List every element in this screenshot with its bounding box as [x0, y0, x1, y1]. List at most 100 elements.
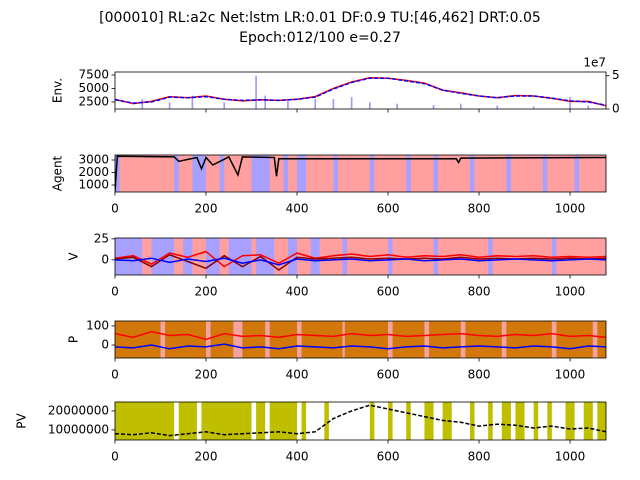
volume-bar: [532, 106, 535, 109]
x-tick-label: 1000: [555, 368, 586, 382]
action-band: [324, 402, 329, 440]
action-band: [547, 402, 552, 440]
y-tick-label: 7500: [78, 67, 109, 81]
plot-area: [115, 155, 606, 192]
action-band: [219, 155, 225, 192]
action-band: [115, 155, 120, 192]
x-tick-label: 600: [377, 285, 400, 299]
action-band: [283, 155, 288, 192]
volume-bar: [191, 95, 194, 109]
y-axis-label: Env.: [51, 78, 65, 103]
x-tick-label: 800: [468, 368, 491, 382]
action-band: [310, 238, 320, 275]
action-band: [251, 155, 270, 192]
x-tick-label: 800: [468, 285, 491, 299]
volume-bar: [569, 97, 571, 109]
action-band: [206, 321, 211, 358]
action-band: [174, 155, 179, 192]
plot-area: [115, 238, 606, 275]
series-line: [115, 257, 606, 266]
action-band: [369, 402, 375, 440]
action-band: [388, 321, 393, 358]
plot-area: [115, 72, 606, 109]
action-band: [551, 321, 557, 358]
action-band: [424, 402, 434, 440]
volume-bar: [287, 101, 289, 109]
action-band: [342, 238, 348, 275]
series-line: [115, 250, 606, 268]
action-band: [515, 402, 525, 440]
action-band: [574, 155, 580, 192]
action-band: [342, 321, 345, 358]
y-tick-label: 1000: [78, 178, 109, 192]
series-line: [115, 343, 606, 350]
action-band: [256, 402, 266, 440]
series-line: [115, 253, 606, 271]
axes-frame: [114, 237, 607, 276]
plot-background: [115, 155, 606, 192]
series-line: [115, 330, 606, 341]
series-line: [115, 77, 606, 106]
x-tick-label: 400: [286, 202, 309, 216]
y-tick-label: 100: [86, 318, 109, 332]
x-tick-label: 0: [111, 368, 119, 382]
volume-bar: [223, 102, 226, 109]
volume-bar: [350, 97, 353, 109]
action-band: [501, 321, 507, 358]
axes-frame: [114, 154, 607, 193]
action-band: [592, 321, 598, 358]
action-band: [301, 402, 307, 440]
y-tick-label: 0: [101, 252, 109, 266]
x-tick-label: 0: [111, 202, 119, 216]
x-tick-label: 600: [377, 368, 400, 382]
volume-bar: [314, 99, 317, 109]
action-band: [442, 402, 452, 440]
x-tick-label: 400: [286, 450, 309, 464]
y-tick-label: 25: [94, 231, 109, 245]
plot-background: [115, 72, 606, 109]
volume-bar: [168, 102, 171, 109]
action-band: [597, 402, 606, 440]
y-tick-label: 2500: [78, 94, 109, 108]
x-tick-label: 1000: [555, 202, 586, 216]
axes-frame: [114, 320, 607, 359]
x-tick-label: 0: [111, 450, 119, 464]
axes-frame: [114, 401, 607, 441]
action-band: [469, 402, 475, 440]
action-band: [506, 155, 511, 192]
title-line: [000010] RL:a2c Net:lstm LR:0.01 DF:0.9 …: [99, 10, 541, 26]
x-tick-label: 200: [195, 285, 218, 299]
volume-bar: [141, 99, 144, 109]
action-band: [183, 238, 193, 275]
action-band: [433, 155, 439, 192]
y-tick-label: 10000000: [48, 422, 109, 436]
x-tick-label: 800: [468, 450, 491, 464]
x-tick-label: 200: [195, 450, 218, 464]
y-tick-label: 0: [101, 338, 109, 352]
action-band: [388, 402, 393, 440]
action-band: [542, 155, 548, 192]
series-line: [115, 404, 606, 437]
y2-tick-label: 0: [612, 102, 620, 116]
series-line: [115, 155, 606, 192]
action-band: [488, 402, 493, 440]
y-axis-label: Agent: [51, 155, 65, 191]
y-tick-label: 5000: [78, 81, 109, 95]
action-band: [192, 155, 207, 192]
volume-bar: [460, 103, 462, 109]
action-band: [160, 321, 166, 358]
y-axis-label: P: [67, 336, 81, 343]
plot-background: [115, 321, 606, 358]
x-tick-label: 200: [195, 202, 218, 216]
volume-bar: [264, 95, 266, 109]
x-tick-label: 600: [377, 202, 400, 216]
action-band: [233, 321, 243, 358]
action-band: [469, 155, 475, 192]
action-band: [583, 402, 593, 440]
action-band: [424, 321, 429, 358]
action-band: [269, 402, 298, 440]
action-band: [297, 321, 302, 358]
x-tick-label: 600: [377, 450, 400, 464]
action-band: [369, 155, 375, 192]
volume-bar: [332, 99, 335, 109]
